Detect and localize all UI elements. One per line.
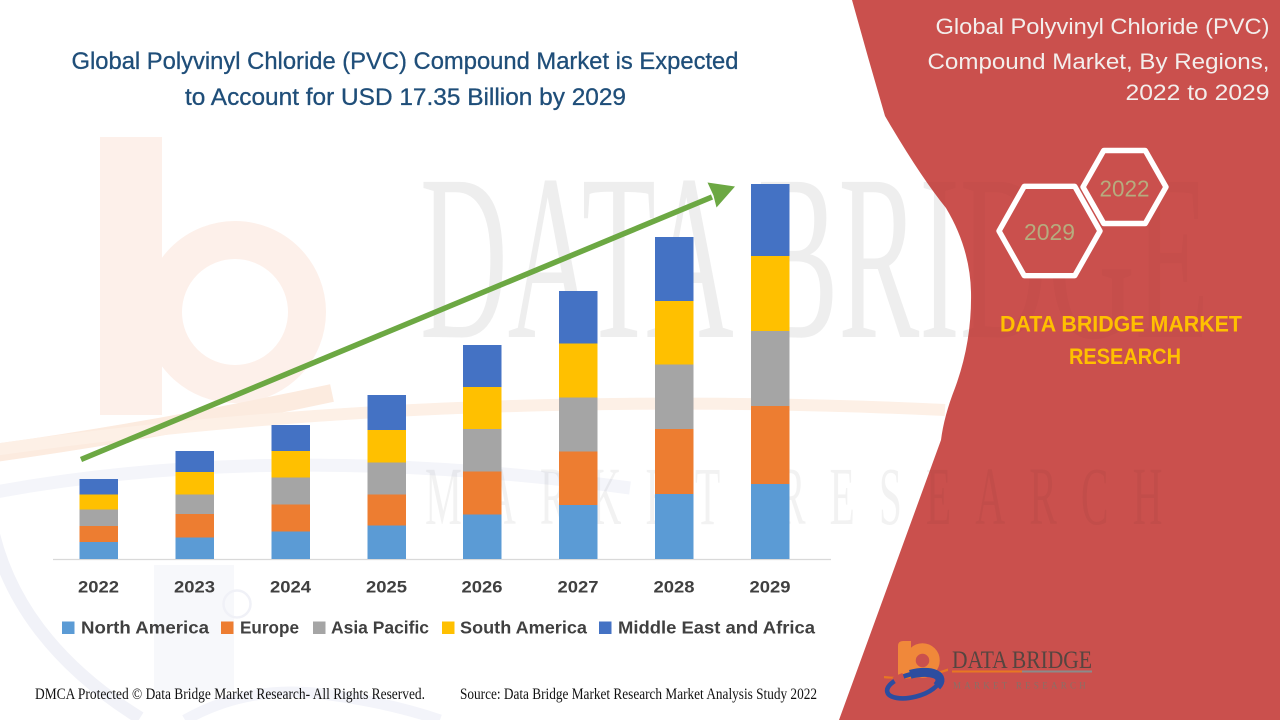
svg-text:DATA BRIDGE: DATA BRIDGE [952,647,1092,674]
svg-text:2029: 2029 [750,578,791,597]
svg-text:2022 to 2029: 2022 to 2029 [1126,80,1270,105]
svg-text:2022: 2022 [78,578,119,597]
svg-text:DMCA Protected © Data Bridge M: DMCA Protected © Data Bridge Market Rese… [35,686,425,703]
svg-text:RESEARCH: RESEARCH [1069,344,1181,369]
svg-text:2026: 2026 [462,578,503,597]
svg-text:2029: 2029 [1024,219,1075,245]
svg-text:Asia Pacific: Asia Pacific [331,618,429,638]
svg-text:2028: 2028 [654,578,695,597]
svg-text:2023: 2023 [174,578,215,597]
svg-text:2027: 2027 [558,578,599,597]
svg-text:Europe: Europe [240,618,299,638]
svg-text:to Account for USD 17.35 Billi: to Account for USD 17.35 Billion by 2029 [185,84,626,111]
svg-text:Global Polyvinyl Chloride (PVC: Global Polyvinyl Chloride (PVC) [936,14,1270,39]
svg-text:Compound Market, By Regions,: Compound Market, By Regions, [928,49,1270,74]
svg-text:North America: North America [81,618,209,638]
svg-text:Global Polyvinyl Chloride (PVC: Global Polyvinyl Chloride (PVC) Compound… [72,48,739,75]
svg-text:Middle East and Africa: Middle East and Africa [618,618,815,638]
svg-text:2024: 2024 [270,578,312,597]
svg-text:2025: 2025 [366,578,407,597]
svg-text:South America: South America [460,618,587,638]
svg-text:MARKET RESEARCH: MARKET RESEARCH [953,682,1089,692]
svg-text:Source: Data Bridge Market Res: Source: Data Bridge Market Research Mark… [460,686,817,703]
svg-text:2022: 2022 [1100,176,1150,202]
svg-text:DATA BRIDGE MARKET: DATA BRIDGE MARKET [1000,312,1243,337]
